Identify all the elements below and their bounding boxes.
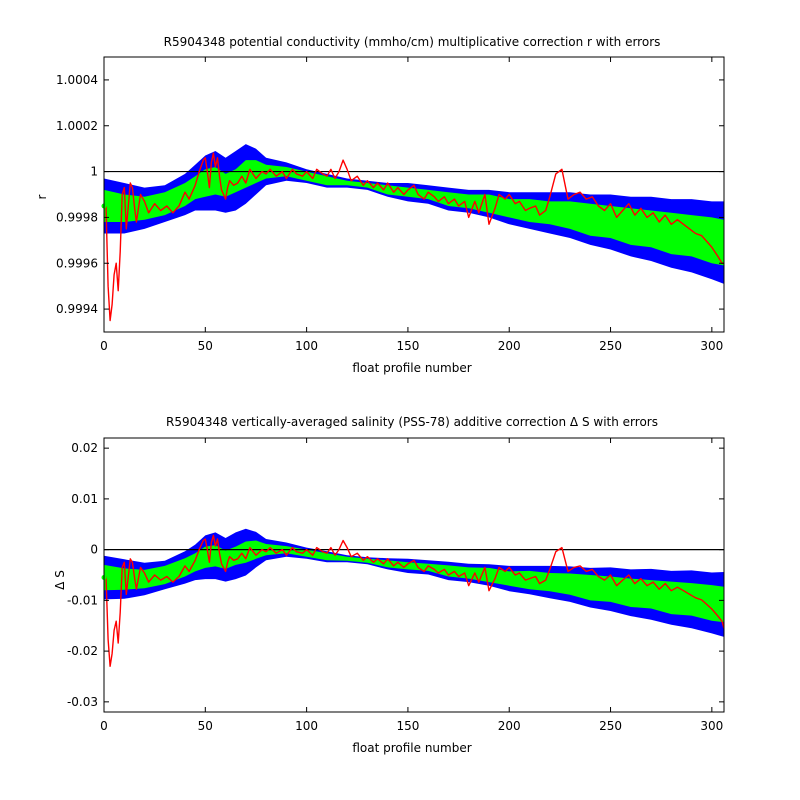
bottom-chart-xtick-label: 150 (396, 719, 419, 733)
bottom-chart-ytick-label: -0.02 (67, 644, 98, 658)
top-chart-xtick-label: 100 (295, 339, 318, 353)
top-chart-ytick-label: 1.0004 (56, 73, 98, 87)
top-chart-ytick-label: 0.9998 (56, 210, 98, 224)
top-chart-xlabel: float profile number (352, 361, 471, 375)
top-chart-title: R5904348 potential conductivity (mmho/cm… (164, 35, 661, 49)
bottom-chart-xtick-label: 100 (295, 719, 318, 733)
top-chart-series-line (105, 152, 724, 322)
bottom-chart-frame (103, 437, 725, 713)
bottom-chart-xtick-label: 0 (100, 719, 108, 733)
bottom-chart: R5904348 vertically-averaged salinity (P… (53, 415, 725, 755)
top-chart-ytick-label: 1.0002 (56, 119, 98, 133)
bottom-chart-ytick-label: 0 (90, 543, 98, 557)
top-chart-xtick-label: 200 (498, 339, 521, 353)
top-chart-plot-area (104, 144, 724, 322)
top-chart-ytick-label: 1 (90, 165, 98, 179)
bottom-chart-xtick-label: 200 (498, 719, 521, 733)
bottom-chart-plot-area (104, 528, 724, 667)
bottom-chart-ytick-label: 0.01 (71, 492, 98, 506)
top-chart-xtick-label: 150 (396, 339, 419, 353)
top-chart-xtick-label: 0 (100, 339, 108, 353)
top-chart-inner-error-band (104, 160, 724, 266)
bottom-chart-xlabel: float profile number (352, 741, 471, 755)
top-chart-ylabel: r (35, 194, 49, 199)
bottom-chart-ytick-label: 0.02 (71, 441, 98, 455)
top-chart: R5904348 potential conductivity (mmho/cm… (35, 35, 725, 375)
top-chart-xtick-label: 300 (700, 339, 723, 353)
top-chart-ytick-label: 0.9996 (56, 256, 98, 270)
top-chart-xtick-label: 50 (198, 339, 213, 353)
top-chart-frame (103, 56, 725, 333)
top-chart-ytick-label: 0.9994 (56, 302, 98, 316)
bottom-chart-xtick-label: 50 (198, 719, 213, 733)
bottom-chart-inner-error-band (104, 540, 724, 623)
top-chart-xtick-label: 250 (599, 339, 622, 353)
bottom-chart-ytick-label: -0.01 (67, 593, 98, 607)
bottom-chart-xtick-label: 250 (599, 719, 622, 733)
bottom-chart-xtick-label: 300 (700, 719, 723, 733)
bottom-chart-ylabel: Δ S (53, 570, 67, 590)
bottom-chart-ytick-label: -0.03 (67, 695, 98, 709)
bottom-chart-series-line (105, 534, 724, 667)
bottom-chart-title: R5904348 vertically-averaged salinity (P… (166, 415, 658, 429)
